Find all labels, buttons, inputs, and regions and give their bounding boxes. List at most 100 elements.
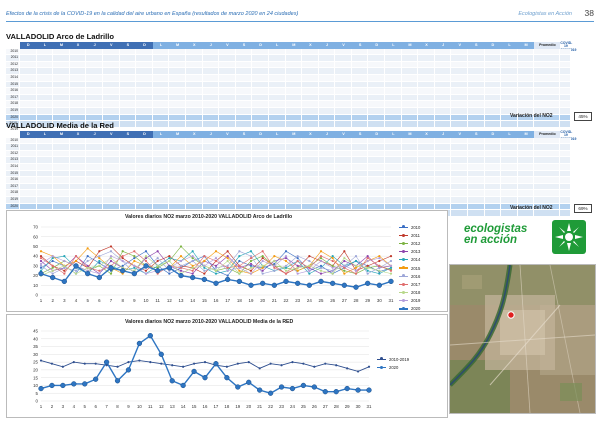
table-cell	[86, 177, 103, 184]
data-point-2015	[203, 259, 206, 263]
table-cell	[219, 48, 236, 56]
table-cell	[235, 81, 253, 89]
table-cell	[53, 190, 70, 197]
table-cell	[468, 210, 485, 217]
data-point-2013	[144, 256, 148, 260]
data-point-2012	[133, 255, 136, 258]
data-point-2017	[63, 272, 66, 275]
table-cell	[468, 94, 485, 102]
table-cell	[302, 183, 319, 191]
covid-header-label: COVID-19	[560, 41, 573, 49]
y-tick-label: 30	[33, 263, 38, 268]
table-cell	[401, 121, 419, 128]
table-cell	[152, 94, 170, 102]
table-cell	[401, 183, 419, 191]
table-cell	[152, 48, 170, 56]
table-cell	[318, 101, 336, 108]
table-cell	[169, 74, 186, 82]
data-point-2011	[203, 272, 206, 275]
table-cell	[53, 101, 70, 108]
aerial-map-valladolid[interactable]	[449, 264, 596, 414]
data-point-2017	[98, 269, 101, 272]
table-cell	[102, 163, 120, 171]
table-cell	[235, 101, 253, 108]
x-tick-label: 6	[94, 404, 97, 409]
legend-label: 2019	[411, 298, 421, 304]
data-point-2020	[73, 263, 79, 269]
data-point-2010-2019	[346, 367, 349, 370]
table-cell	[560, 170, 572, 178]
table-cell	[102, 94, 120, 102]
table-cell	[268, 48, 286, 56]
table-cell	[219, 183, 236, 191]
table-cell	[302, 170, 319, 178]
table-cell	[302, 203, 319, 211]
table-cell	[517, 210, 535, 217]
weekday-header-cell: V	[335, 131, 352, 138]
table-cell	[69, 157, 87, 164]
table-cell	[534, 150, 561, 158]
table-cell	[235, 94, 253, 102]
table-cell	[169, 203, 186, 211]
table-cell	[385, 48, 402, 56]
table-cell	[252, 81, 269, 89]
legend-item: 2012	[399, 239, 420, 247]
legend-label: 2012	[411, 240, 421, 246]
legend-item: 2011	[399, 231, 420, 239]
table-cell	[169, 150, 186, 158]
table-cell	[368, 196, 386, 204]
table-cell	[318, 177, 336, 184]
legend-swatch	[377, 357, 386, 361]
table-cell	[219, 170, 236, 178]
data-point-2015	[331, 256, 334, 260]
table-cell	[69, 107, 87, 115]
data-point-2020	[344, 385, 350, 392]
table-cell	[385, 55, 402, 62]
table-cell	[185, 144, 203, 151]
table-cell	[185, 61, 203, 69]
table-cell	[69, 170, 87, 178]
table-cell	[152, 196, 170, 204]
table-cell	[20, 68, 37, 75]
table-cell	[235, 74, 253, 82]
table-cell	[252, 61, 269, 69]
data-point-2020	[260, 280, 266, 286]
table-cell	[302, 190, 319, 197]
table-cell	[235, 137, 253, 145]
legend-item: 2016	[399, 272, 420, 280]
table-cell	[385, 101, 402, 108]
weekday-header-cell: L	[385, 131, 402, 138]
table-cell	[20, 61, 37, 69]
table-cell	[534, 196, 561, 204]
table-cell	[560, 203, 572, 211]
table-cell	[517, 177, 535, 184]
weekday-header-cell: J	[318, 42, 336, 49]
data-point-2010-2019	[138, 359, 141, 362]
table-cell	[285, 144, 303, 151]
weekday-header-cell: S	[468, 131, 485, 138]
table-cell	[401, 190, 419, 197]
table-cell	[560, 114, 572, 122]
table-cell	[484, 163, 502, 171]
table-cell	[53, 94, 70, 102]
table-cell	[136, 203, 153, 211]
table-cell	[335, 114, 352, 122]
table-cell	[484, 121, 502, 128]
table-cell	[434, 163, 452, 171]
year-label: 2019	[6, 107, 20, 115]
data-point-2017	[296, 259, 299, 263]
table-cell	[36, 170, 54, 178]
data-point-2010-2019	[61, 365, 64, 368]
table-cell	[335, 203, 352, 211]
data-point-2010-2019	[116, 365, 119, 368]
weekday-header-cell: J	[434, 42, 452, 49]
table-cell	[385, 137, 402, 145]
table-cell	[235, 190, 253, 197]
station-marker-icon[interactable]	[506, 310, 516, 320]
table-cell	[285, 183, 303, 191]
data-point-2017	[343, 266, 346, 269]
data-point-2017	[133, 250, 136, 253]
table-cell	[268, 81, 286, 89]
table-cell	[451, 74, 469, 82]
table-cell	[69, 196, 87, 204]
